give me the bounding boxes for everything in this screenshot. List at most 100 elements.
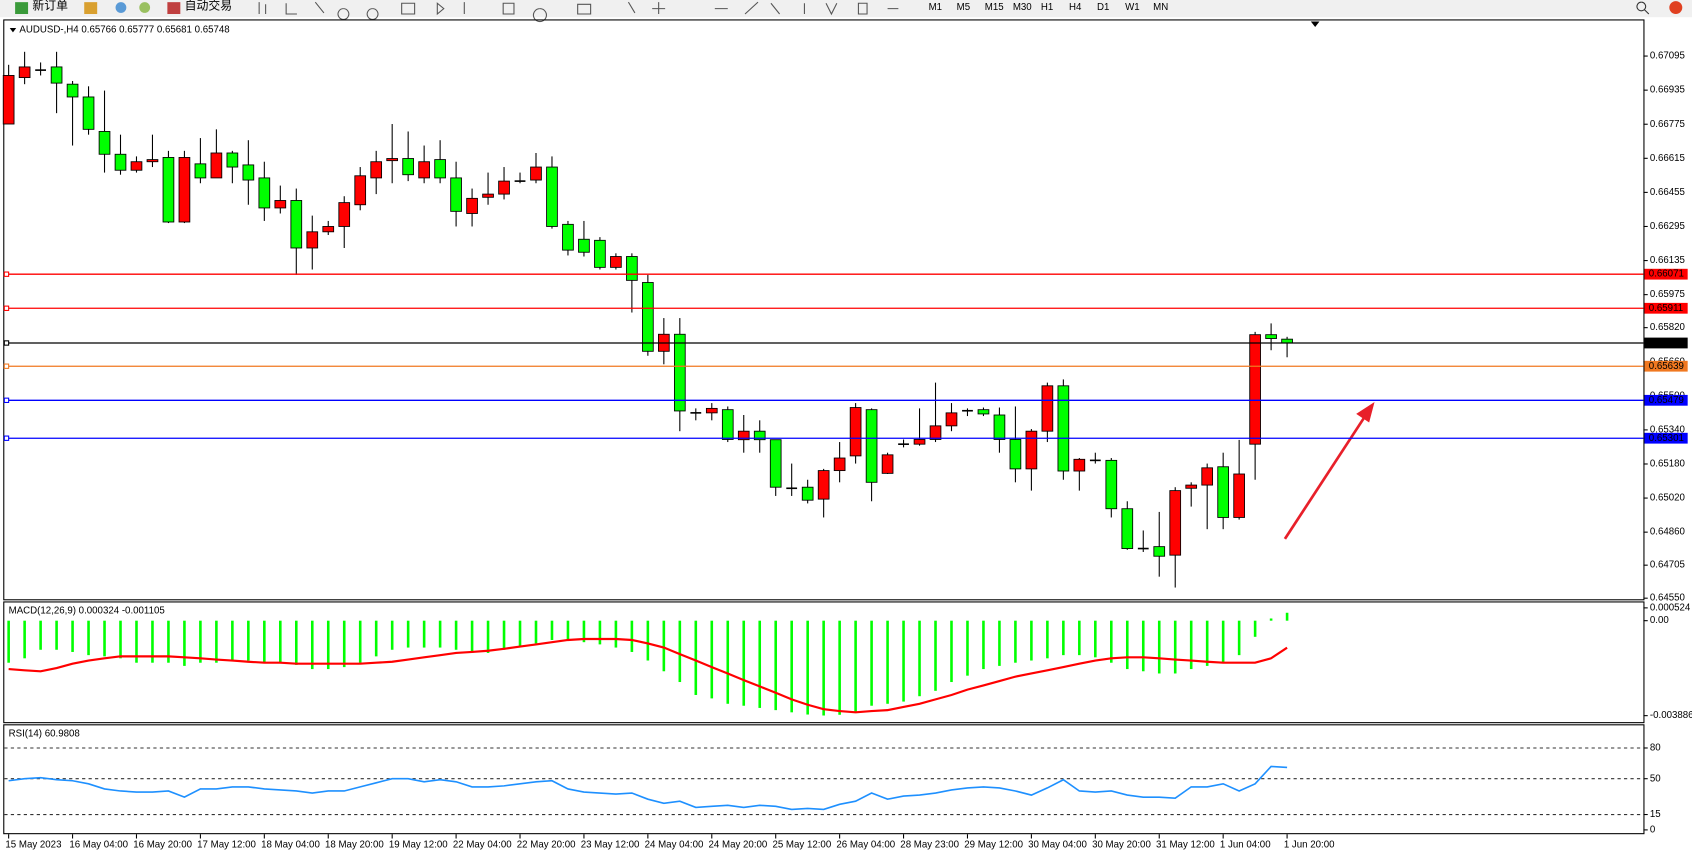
candle-body bbox=[66, 83, 79, 98]
candle-body bbox=[18, 66, 31, 79]
candle-body bbox=[977, 409, 990, 415]
macd-bar bbox=[614, 620, 618, 648]
macd-bar bbox=[870, 620, 873, 706]
auto-trading-icon[interactable] bbox=[167, 2, 181, 15]
macd-bar bbox=[39, 620, 42, 650]
price-label: 0.65748 bbox=[1649, 338, 1684, 349]
timeframe-button[interactable]: H4 bbox=[1069, 2, 1082, 13]
candle-body bbox=[450, 177, 462, 212]
macd-bar bbox=[742, 620, 746, 706]
timeframe-button[interactable]: M5 bbox=[957, 2, 970, 13]
level-anchor bbox=[3, 397, 10, 403]
y-tick-label: 0 bbox=[1650, 824, 1656, 835]
candle-body bbox=[370, 161, 383, 179]
macd-bar bbox=[1078, 620, 1081, 656]
timeframe-button[interactable]: M1 bbox=[929, 2, 942, 13]
candle-body bbox=[673, 333, 686, 412]
price-label: 0.65911 bbox=[1649, 303, 1683, 314]
x-tick-label: 29 May 12:00 bbox=[964, 840, 1023, 851]
new-order-icon[interactable] bbox=[15, 2, 29, 15]
macd-bar bbox=[982, 620, 985, 670]
candle-body bbox=[1105, 459, 1118, 510]
x-tick-label: 30 May 04:00 bbox=[1028, 840, 1087, 851]
macd-bar bbox=[358, 620, 362, 663]
candle-body bbox=[290, 200, 303, 249]
x-tick-label: 24 May 04:00 bbox=[645, 840, 704, 851]
macd-bar bbox=[470, 620, 474, 653]
candle-body bbox=[737, 430, 750, 441]
y-tick-label: 0.65820 bbox=[1650, 322, 1686, 333]
macd-bar bbox=[1030, 620, 1033, 661]
macd-bar bbox=[55, 620, 58, 650]
x-tick-label: 23 May 12:00 bbox=[581, 840, 640, 851]
y-tick-label: 0.65020 bbox=[1650, 493, 1686, 504]
x-tick-label: 1 Jun 20:00 bbox=[1284, 840, 1335, 851]
y-tick-label: 0.66775 bbox=[1650, 119, 1685, 130]
macd-bar bbox=[886, 620, 889, 704]
toolbar-icon[interactable] bbox=[115, 2, 127, 13]
macd-bar bbox=[1157, 620, 1161, 674]
level-anchor bbox=[3, 340, 10, 346]
x-tick-label: 22 May 20:00 bbox=[517, 840, 576, 851]
candle-body bbox=[1073, 458, 1086, 472]
candle-body bbox=[993, 414, 1006, 440]
candle-body bbox=[98, 131, 111, 155]
macd-bar bbox=[1141, 620, 1145, 672]
timeframe-button[interactable]: M15 bbox=[985, 2, 1004, 13]
candle-body bbox=[210, 152, 223, 179]
candle-body bbox=[1057, 385, 1070, 472]
macd-bar bbox=[598, 620, 602, 645]
price-label-box bbox=[1644, 302, 1688, 314]
candle-body bbox=[594, 239, 606, 268]
candle-body bbox=[178, 157, 191, 223]
macd-bar bbox=[710, 620, 714, 699]
macd-bar bbox=[422, 620, 426, 648]
candle-body bbox=[817, 470, 830, 500]
notification-icon[interactable] bbox=[1669, 1, 1683, 15]
candle-body bbox=[849, 407, 862, 457]
auto-trading-button[interactable]: 自动交易 bbox=[185, 0, 232, 13]
macd-bar bbox=[167, 620, 170, 663]
x-tick-label: 18 May 20:00 bbox=[325, 840, 384, 851]
macd-bar bbox=[135, 620, 138, 663]
candle-body bbox=[753, 430, 766, 441]
timeframe-button[interactable]: M30 bbox=[1013, 2, 1032, 13]
level-anchor bbox=[3, 363, 10, 369]
new-order-button[interactable]: 新订单 bbox=[32, 0, 68, 13]
macd-bar bbox=[1094, 620, 1097, 658]
macd-bar bbox=[806, 620, 809, 715]
macd-bar bbox=[390, 620, 394, 650]
macd-bar bbox=[582, 620, 586, 643]
candle-body bbox=[801, 486, 814, 501]
x-tick-label: 28 May 23:00 bbox=[900, 840, 959, 851]
candle-body bbox=[1009, 439, 1022, 470]
search-icon[interactable] bbox=[1636, 1, 1650, 15]
y-tick-label: 0.66295 bbox=[1650, 221, 1685, 232]
y-tick-label: 0.64705 bbox=[1650, 560, 1685, 571]
candle-body bbox=[306, 231, 319, 249]
macd-bar bbox=[854, 620, 857, 713]
macd-bar bbox=[342, 620, 346, 668]
macd-bar bbox=[438, 620, 442, 648]
candle-body bbox=[498, 180, 510, 195]
candle-body bbox=[1153, 546, 1166, 557]
toolbar-icon[interactable] bbox=[139, 2, 151, 13]
y-tick-label: -0.003886 bbox=[1650, 710, 1692, 721]
candle-body bbox=[833, 457, 846, 472]
timeframe-button[interactable]: H1 bbox=[1041, 2, 1053, 13]
candle-body bbox=[338, 202, 351, 227]
candle-body bbox=[1121, 508, 1134, 549]
timeframe-button[interactable]: W1 bbox=[1125, 2, 1140, 13]
candle-body bbox=[929, 425, 942, 440]
symbol-marker bbox=[9, 28, 17, 33]
candle-body bbox=[418, 161, 430, 179]
toolbar-tools[interactable] bbox=[258, 1, 899, 23]
timeframe-button[interactable]: D1 bbox=[1097, 2, 1109, 13]
timeframe-bar: M1 M5 M15 M30 H1 H4 D1 W1 MN bbox=[929, 2, 1169, 13]
toolbar-icon[interactable] bbox=[84, 2, 98, 15]
macd-bar bbox=[1014, 620, 1017, 663]
timeframe-button[interactable]: MN bbox=[1153, 2, 1168, 13]
candle-body bbox=[162, 157, 175, 223]
candle-body bbox=[482, 193, 494, 198]
